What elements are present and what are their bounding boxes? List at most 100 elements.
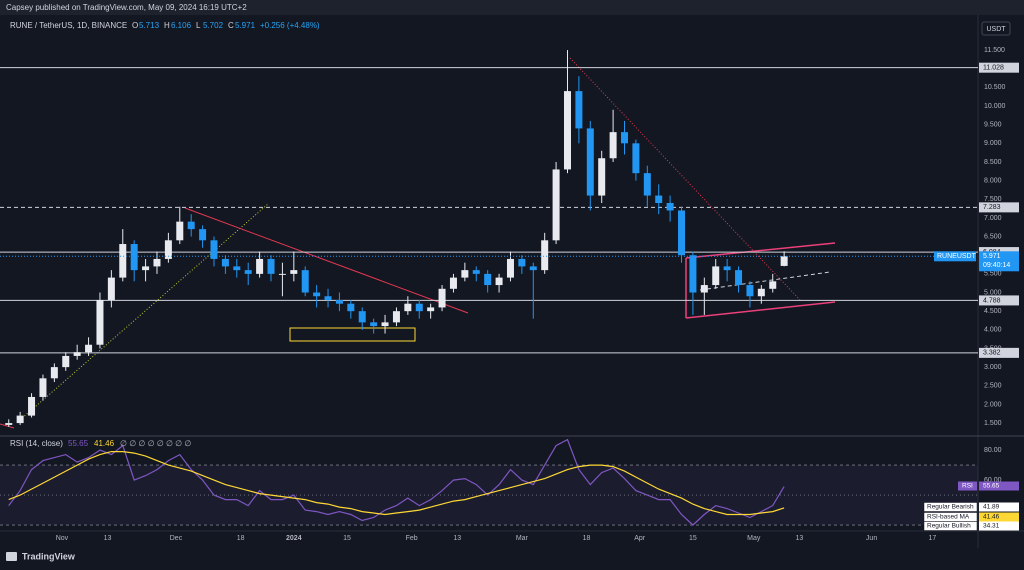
rsi-tag-name: RSI-based MA (927, 514, 970, 521)
rsi-tag-box (979, 521, 1019, 531)
candle-body (313, 292, 321, 297)
x-tick-label: 13 (795, 535, 803, 542)
candle-body (757, 288, 765, 297)
candle-body (153, 258, 161, 267)
x-tick-label: 13 (453, 535, 461, 542)
candle-body (746, 285, 754, 297)
candle-body (73, 352, 81, 356)
candle-body (563, 91, 571, 170)
candle-body (621, 132, 629, 144)
y-tick-label: 6.500 (984, 233, 1002, 240)
candle-body (324, 296, 332, 300)
candle-body (256, 258, 264, 274)
wedge-line (685, 242, 836, 259)
candle-body (187, 221, 195, 230)
candle-body (370, 322, 378, 327)
brand: TradingView (22, 551, 76, 561)
candle-body (358, 311, 366, 323)
candle-body (518, 258, 526, 267)
candle-body (85, 344, 93, 353)
legend-key: C (228, 21, 234, 30)
level-label: 11.028 (983, 65, 1004, 72)
rsi-tag-name: Regular Bearish (927, 504, 974, 511)
candle-body (735, 270, 743, 286)
x-tick-label: 2024 (286, 535, 302, 542)
trendline (19, 203, 269, 421)
y-tick-label: 9.000 (984, 140, 1002, 147)
candle-body (484, 273, 492, 286)
rsi-title: RSI (14, close) (10, 439, 63, 448)
level-tag (979, 62, 1019, 73)
candle-body (28, 396, 36, 416)
candle-body (415, 303, 423, 312)
zone (289, 327, 416, 342)
candle-body (381, 322, 389, 327)
rsi-tag-box (979, 481, 1019, 491)
candle-body (199, 229, 207, 241)
rsi-line (8, 451, 785, 516)
candle-body (438, 288, 446, 308)
y-tick-label: 7.500 (984, 196, 1002, 203)
y-tick-label: 7.000 (984, 215, 1002, 222)
publisher-bar (0, 0, 1024, 15)
candle-body (632, 143, 640, 174)
level-tag (979, 295, 1019, 306)
rsi-legend-value: 55.65 (68, 439, 89, 448)
candle-body (119, 244, 127, 278)
candle-body (655, 195, 663, 204)
rsi-tag-name-box (923, 502, 978, 512)
rsi-tag-label: 41.89 (983, 504, 1000, 511)
candle-body (666, 203, 674, 211)
x-tick-label: 17 (928, 535, 936, 542)
y-tick-label: 5.000 (984, 289, 1002, 296)
y-tick-label: 9.500 (984, 122, 1002, 129)
candle-body (689, 255, 697, 293)
candle-body (50, 367, 58, 379)
candle-body (290, 270, 298, 274)
candle-body (347, 303, 355, 312)
legend-value: 5.713 (139, 21, 160, 30)
y-tick-label: 3.000 (984, 364, 1002, 371)
rsi-tag-label: 41.46 (983, 514, 1000, 521)
candle-body (449, 277, 457, 289)
candle-body (427, 307, 435, 312)
candle-body (210, 240, 218, 259)
candle-body (16, 415, 24, 424)
rsi-tag-label: 55.65 (983, 483, 1000, 490)
price-tag-label: 5.971 (983, 253, 1001, 260)
candle-body (700, 285, 708, 293)
rsi-tag-box (979, 512, 1019, 522)
candle-body (301, 270, 309, 293)
currency: USDT (986, 26, 1006, 33)
legend-key: L (196, 21, 201, 30)
publisher: Capsey published on TradingView.com, May… (6, 3, 247, 12)
candle-body (233, 266, 241, 271)
candle-body (586, 128, 594, 196)
x-tick-label: 15 (343, 535, 351, 542)
candle-body (39, 378, 47, 397)
legend-value: 5.702 (203, 21, 224, 30)
legend-key: O (132, 21, 138, 30)
rsi-tag-label: 34.31 (983, 523, 1000, 530)
candle-body (643, 173, 651, 196)
rsi-tick-label: 60.00 (984, 477, 1002, 484)
candle-body (609, 132, 617, 159)
legend-change: +0.256 (+4.48%) (260, 21, 320, 30)
candle-body (244, 270, 252, 274)
level-label: 3.382 (983, 350, 1001, 357)
x-tick-label: Jun (866, 535, 877, 542)
wedge-line (685, 301, 836, 319)
y-tick-label: 8.000 (984, 177, 1002, 184)
drawings (0, 57, 836, 429)
price-tag (979, 251, 1019, 272)
y-tick-label: 1.500 (984, 420, 1002, 427)
candle-body (552, 169, 560, 241)
candle-body (506, 258, 514, 278)
legend-value: 6.106 (171, 21, 192, 30)
x-tick-label: May (747, 535, 761, 542)
candle-body (164, 240, 172, 259)
x-tick-label: 18 (237, 535, 245, 542)
symbol: RUNE / TetherUS, 1D, BINANCE (10, 21, 127, 30)
